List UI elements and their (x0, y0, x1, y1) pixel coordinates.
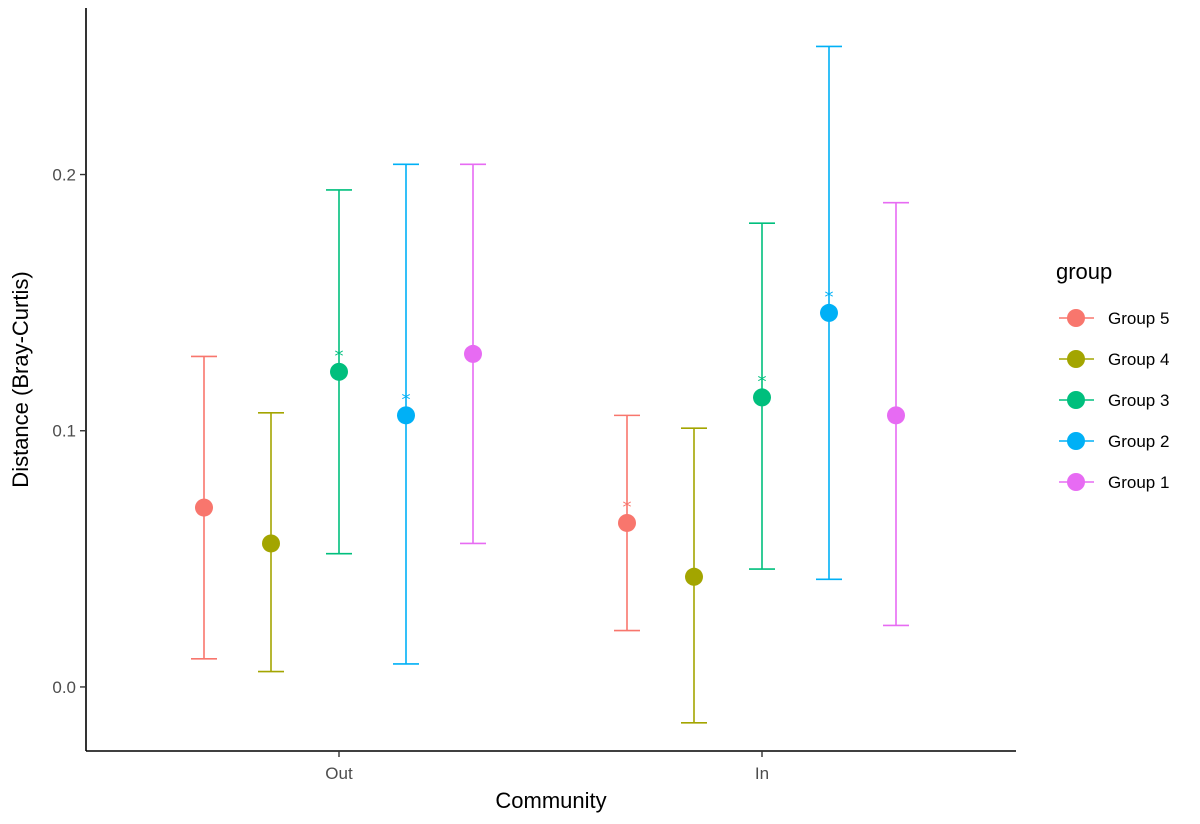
x-axis-title: Community (495, 788, 606, 813)
y-tick-label: 0.1 (52, 422, 76, 441)
data-point (685, 567, 703, 586)
legend-label: Group 1 (1108, 473, 1169, 492)
significance-marker: * (758, 371, 767, 392)
legend-key-dot (1067, 309, 1085, 327)
data-point (397, 406, 415, 425)
legend-key-dot (1067, 350, 1085, 368)
data-point (330, 362, 348, 381)
legend-key-dot (1067, 473, 1085, 491)
legend-label: Group 5 (1108, 309, 1169, 328)
significance-marker: * (335, 346, 344, 367)
x-axis-ticks: Out In (325, 751, 769, 783)
legend-key-dot (1067, 432, 1085, 450)
y-axis-title: Distance (Bray-Curtis) (8, 271, 33, 487)
series-group-2: ** (393, 45, 842, 665)
y-tick-label: 0.0 (52, 678, 76, 697)
legend-label: Group 3 (1108, 391, 1169, 410)
series-group-1 (460, 163, 909, 627)
data-point (618, 513, 636, 532)
legend-item: Group 1 (1059, 473, 1169, 492)
legend-item: Group 4 (1059, 350, 1169, 369)
x-tick-label: In (755, 764, 769, 783)
series-group-4 (258, 412, 707, 724)
legend: group Group 5 Group 4 Group 3 Group 2 Group … (1056, 259, 1169, 492)
legend-label: Group 2 (1108, 432, 1169, 451)
data-point (820, 303, 838, 322)
legend-title: group (1056, 259, 1112, 284)
data-point (195, 498, 213, 517)
significance-marker: * (402, 389, 411, 410)
legend-item: Group 2 (1059, 432, 1169, 451)
y-axis-ticks: 0.0 0.1 0.2 (52, 166, 86, 697)
legend-key-dot (1067, 391, 1085, 409)
data-point (753, 388, 771, 407)
significance-marker: * (623, 497, 632, 518)
legend-label: Group 4 (1108, 350, 1169, 369)
y-tick-label: 0.2 (52, 166, 76, 185)
plot-area: ***** (191, 45, 909, 724)
significance-marker: * (825, 287, 834, 308)
data-point (464, 344, 482, 363)
data-point (262, 534, 280, 553)
series-group-5: * (191, 355, 640, 660)
x-tick-label: Out (325, 764, 353, 783)
series-group-3: ** (326, 189, 775, 570)
data-point (887, 406, 905, 425)
legend-item: Group 5 (1059, 309, 1169, 328)
legend-item: Group 3 (1059, 391, 1169, 410)
